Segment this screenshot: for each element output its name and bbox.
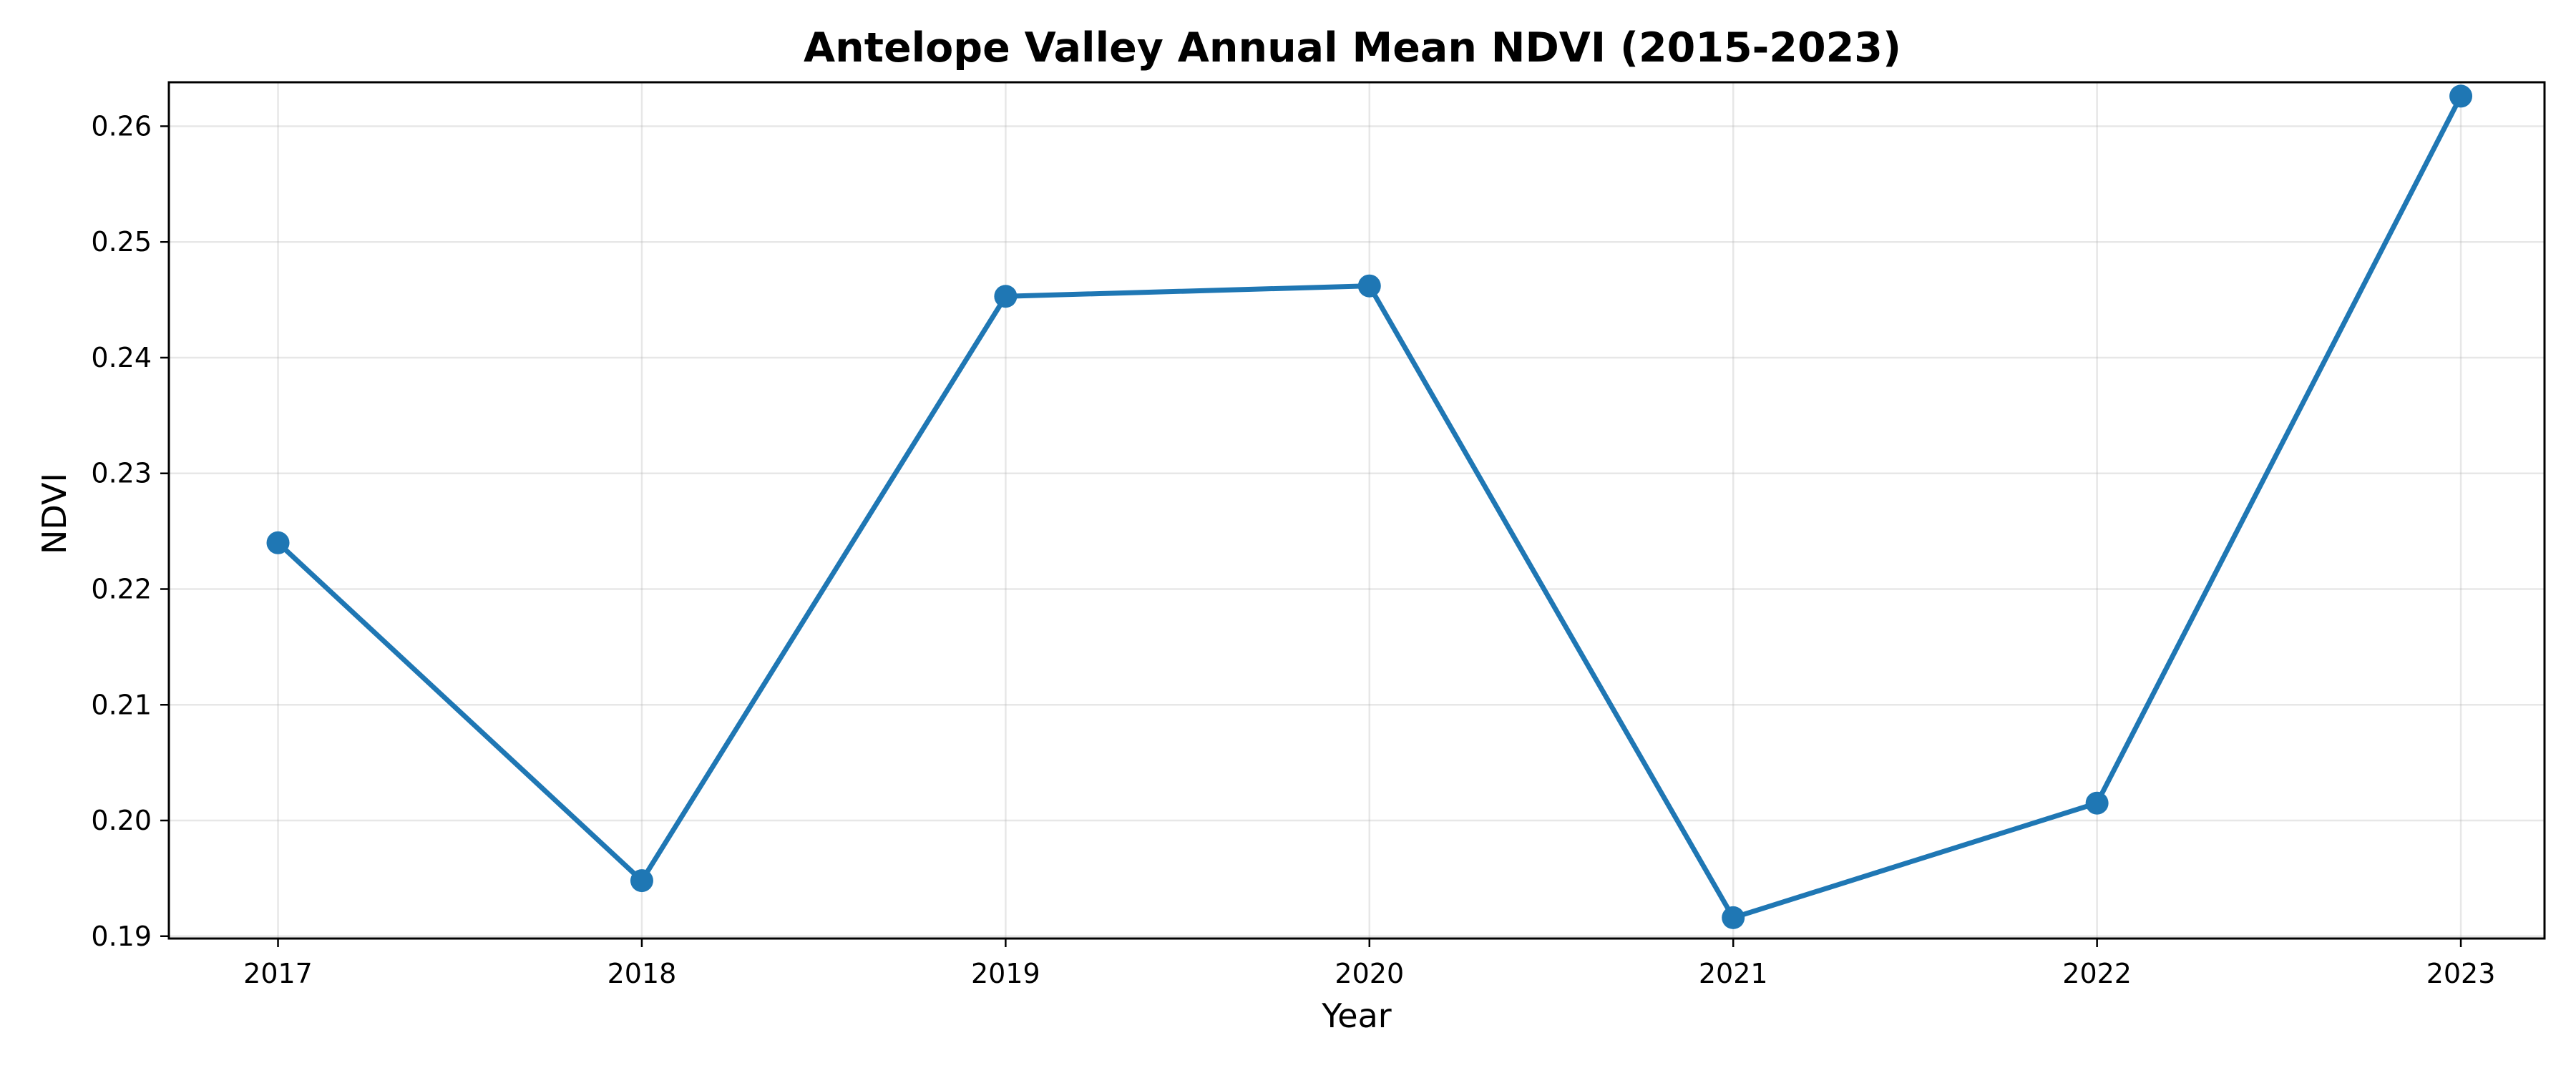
y-tick-label: 0.19 [91,921,152,952]
data-point-2018 [630,869,653,893]
axes-layer: 2017 2018 2019 2020 2021 2022 2023 0.19 0.20 0.21… [91,81,2546,989]
x-tick-label: 2022 [2062,958,2132,989]
data-point-2021 [1722,906,1745,929]
data-point-2023 [2449,84,2473,108]
chart-title: Antelope Valley Annual Mean NDVI (2015-2… [804,24,1901,72]
y-tick-label: 0.20 [91,805,152,836]
y-tick-label: 0.21 [91,689,152,720]
x-tick-label: 2023 [2426,958,2496,989]
y-axis-label: NDVI [35,473,74,554]
y-tick-label: 0.26 [91,110,152,142]
x-tick-label: 2021 [1699,958,1768,989]
data-point-2022 [2085,791,2109,815]
data-point-2019 [994,285,1018,308]
y-tick-label: 0.22 [91,573,152,604]
plot-frame [167,81,2546,940]
series-layer [266,84,2473,929]
x-tick-label: 2020 [1335,958,1404,989]
x-tick-label: 2018 [608,958,677,989]
x-tick-label: 2019 [971,958,1040,989]
data-point-2020 [1357,274,1381,298]
x-tick-label: 2017 [243,958,313,989]
y-tick-label: 0.24 [91,342,152,373]
y-tick-label: 0.23 [91,458,152,489]
y-tick-label: 0.25 [91,226,152,258]
x-axis-label: Year [1321,996,1391,1035]
data-point-2017 [266,531,290,554]
